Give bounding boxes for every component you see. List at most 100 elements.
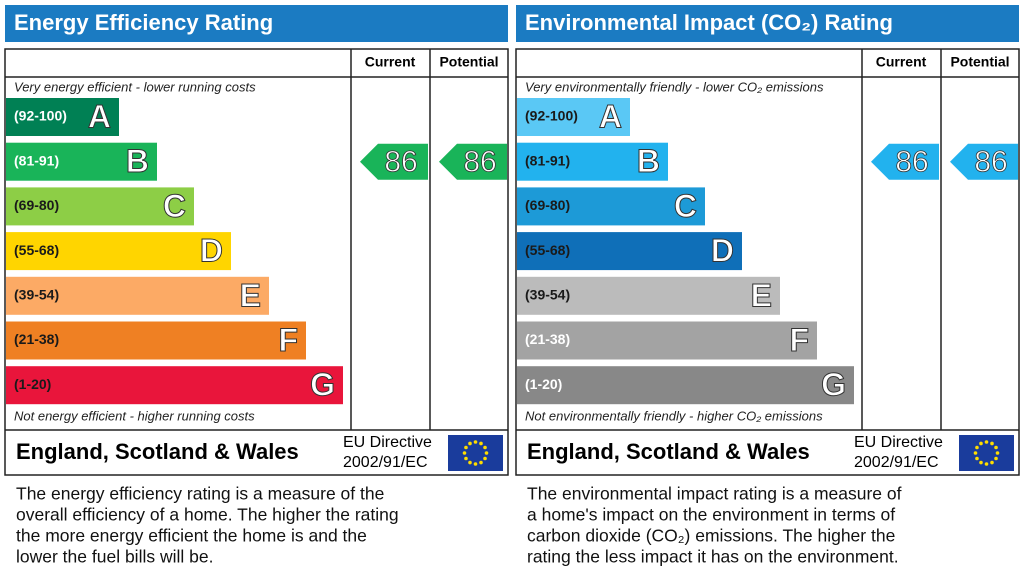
- eu-star: [462, 451, 467, 455]
- rating-value: 86: [974, 146, 1007, 179]
- rating-band: [6, 276, 269, 315]
- description-line: carbon dioxide (CO₂) emissions. The high…: [527, 526, 895, 546]
- description-line: The energy efficiency rating is a measur…: [16, 484, 384, 504]
- rating-value: 86: [895, 146, 928, 179]
- potential-header: Potential: [950, 54, 1009, 70]
- eu-star: [479, 441, 483, 446]
- rating-band: [517, 321, 817, 360]
- directive-line: EU Directive: [343, 434, 432, 451]
- eu-star: [973, 451, 978, 455]
- description-line: lower the fuel bills will be.: [16, 547, 213, 567]
- eu-star: [473, 462, 478, 466]
- rating-band: [517, 366, 854, 405]
- band-range: (55-68): [14, 242, 59, 258]
- band-letter: B: [126, 143, 149, 179]
- bottom-note: Not energy efficient - higher running co…: [14, 408, 255, 423]
- rating-panel: Energy Efficiency Rating Current Potential…: [4, 5, 509, 567]
- rating-band: [517, 276, 780, 315]
- band-letter: A: [599, 98, 622, 134]
- title-bar: [516, 5, 1019, 42]
- region: England, Scotland & Wales: [527, 439, 810, 464]
- eu-star: [473, 440, 478, 444]
- rating-arrow: [439, 143, 507, 180]
- table-frame: [515, 48, 1020, 476]
- band-letter: A: [88, 98, 111, 134]
- rating-band: [6, 187, 194, 226]
- eu-star: [483, 456, 487, 461]
- rating-band: [6, 366, 343, 405]
- top-note: Very energy efficient - lower running co…: [14, 79, 256, 94]
- band-range: (1-20): [525, 376, 562, 392]
- band-letter: D: [200, 233, 223, 269]
- band-letter: E: [240, 277, 261, 313]
- directive-line: EU Directive: [854, 434, 943, 451]
- eu-star: [990, 441, 994, 446]
- rating-band: [517, 98, 630, 136]
- directive-line: 2002/91/EC: [343, 454, 428, 471]
- directive-line: 2002/91/EC: [854, 454, 939, 471]
- band-range: (69-80): [525, 197, 570, 213]
- eu-star: [984, 462, 989, 466]
- rating-panel: Environmental Impact (CO₂) Rating Current…: [515, 5, 1020, 567]
- eu-star: [995, 451, 1000, 455]
- bottom-note: Not environmentally friendly - higher CO…: [525, 408, 823, 423]
- eu-star: [990, 460, 994, 465]
- band-range: (21-38): [525, 331, 570, 347]
- eu-star: [975, 445, 979, 450]
- rating-arrow: [950, 143, 1018, 180]
- rating-arrow: [871, 143, 939, 180]
- band-range: (81-91): [525, 152, 570, 168]
- rating-band: [6, 142, 157, 181]
- description-line: rating the less impact it has on the env…: [527, 547, 899, 567]
- panel-title: Environmental Impact (CO₂) Rating: [525, 10, 893, 35]
- band-range: (81-91): [14, 152, 59, 168]
- band-range: (92-100): [525, 108, 578, 124]
- band-range: (92-100): [14, 108, 67, 124]
- eu-star: [975, 456, 979, 461]
- eu-star: [468, 460, 472, 465]
- top-note: Very environmentally friendly - lower CO…: [525, 79, 824, 94]
- eu-star: [464, 456, 468, 461]
- band-range: (39-54): [14, 287, 59, 303]
- table-frame: [4, 48, 509, 476]
- band-letter: G: [310, 367, 335, 403]
- rating-band: [517, 187, 705, 226]
- eu-star: [484, 451, 489, 455]
- current-header: Current: [365, 54, 416, 70]
- band-letter: C: [163, 188, 186, 224]
- band-letter: F: [278, 322, 298, 358]
- rating-band: [517, 142, 668, 181]
- description-line: a home's impact on the environment in te…: [527, 505, 895, 525]
- band-range: (55-68): [525, 242, 570, 258]
- eu-star: [479, 460, 483, 465]
- description-line: the more energy efficient the home is an…: [16, 526, 367, 546]
- eu-star: [483, 445, 487, 450]
- current-header: Current: [876, 54, 927, 70]
- eu-star: [464, 445, 468, 450]
- band-letter: B: [637, 143, 660, 179]
- band-letter: G: [821, 367, 846, 403]
- eu-star: [994, 456, 998, 461]
- rating-band: [517, 232, 742, 271]
- band-letter: E: [751, 277, 772, 313]
- title-bar: [5, 5, 508, 42]
- rating-band: [6, 98, 119, 136]
- description-line: overall efficiency of a home. The higher…: [16, 505, 399, 525]
- region: England, Scotland & Wales: [16, 439, 299, 464]
- band-range: (39-54): [525, 287, 570, 303]
- rating-value: 86: [384, 146, 417, 179]
- rating-arrow: [360, 143, 428, 180]
- eu-star: [979, 460, 983, 465]
- potential-header: Potential: [439, 54, 498, 70]
- eu-star: [468, 441, 472, 446]
- rating-band: [6, 232, 231, 271]
- band-range: (21-38): [14, 331, 59, 347]
- description-line: The environmental impact rating is a mea…: [527, 484, 902, 504]
- panel-title: Energy Efficiency Rating: [14, 10, 273, 35]
- band-letter: F: [789, 322, 809, 358]
- eu-star: [994, 445, 998, 450]
- band-range: (69-80): [14, 197, 59, 213]
- band-letter: D: [711, 233, 734, 269]
- rating-value: 86: [463, 146, 496, 179]
